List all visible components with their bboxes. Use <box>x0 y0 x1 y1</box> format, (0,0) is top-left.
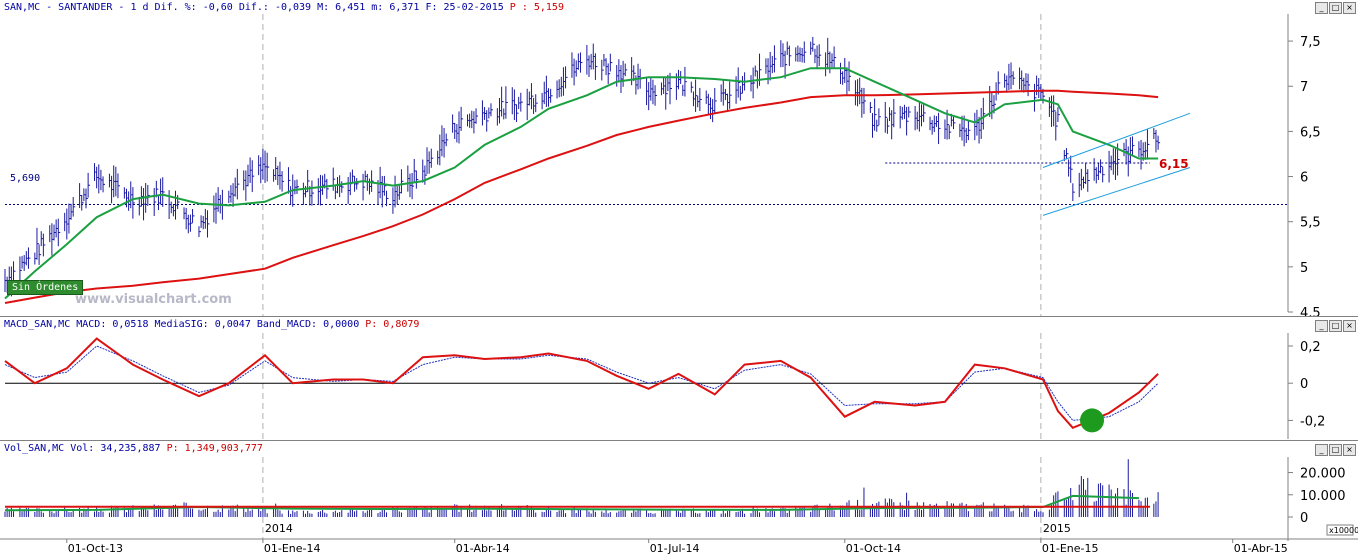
vol-unit-box <box>1326 524 1354 536</box>
ma-short-line <box>4 67 1159 300</box>
signal-line <box>4 345 1159 421</box>
x-tick-label: 01-Abr-15 <box>1234 542 1288 555</box>
macd-panel: MACD_SAN,MC MACD: 0,0518 MediaSIG: 0,004… <box>0 316 1358 441</box>
maximize-button[interactable]: □ <box>1329 320 1342 332</box>
vol-unit-label: x10000 <box>1329 526 1358 535</box>
year-label-2015: 2015 <box>1043 522 1071 535</box>
macd-window-buttons: _ □ × <box>1315 320 1356 332</box>
price-y-tick-label: 5,5 <box>1300 216 1321 231</box>
volume-panel: Vol_SAN,MC Vol: 34,235,887 P: 1,349,903,… <box>0 440 1358 557</box>
minimize-button[interactable]: _ <box>1315 444 1328 456</box>
macd-y-tick-label: 0 <box>1300 377 1308 392</box>
price-y-tick-label: 7 <box>1300 80 1308 95</box>
close-button[interactable]: × <box>1343 2 1356 14</box>
x-tick-label: 01-Jul-14 <box>650 542 700 555</box>
price-header: SAN,MC - SANTANDER - 1 d Dif. %: -0,60 D… <box>4 2 564 13</box>
close-button[interactable]: × <box>1343 444 1356 456</box>
price-window-buttons: _ □ × <box>1315 2 1356 14</box>
vol-y-tick-label: 20.000 <box>1300 467 1346 482</box>
price-y-tick-label: 6 <box>1300 171 1308 186</box>
level-615-label: 6,15 <box>1159 157 1189 171</box>
macd-y-tick-label: 0,2 <box>1300 340 1321 355</box>
price-panel: SAN,MC - SANTANDER - 1 d Dif. %: -0,60 D… <box>0 0 1358 316</box>
symbol-label: SAN,MC - SANTANDER - <box>4 2 125 13</box>
volume-text: Vol_SAN,MC Vol: 34,235,887 <box>4 443 161 454</box>
x-tick-label: 01-Abr-14 <box>456 542 510 555</box>
stats-label: Dif. %: -0,60 Dif.: -0,039 M: 6,451 m: 6… <box>154 2 504 13</box>
ma-long-line <box>4 89 1159 304</box>
x-tick-label: 01-Oct-13 <box>68 542 123 555</box>
macd-chart[interactable]: 0,2 0 -0,2 <box>0 317 1358 441</box>
price-y-tick-label: 5 <box>1300 261 1308 276</box>
volume-bars <box>4 459 1159 517</box>
volume-p-label: P: 1,349,903,777 <box>166 443 263 454</box>
vol-y-tick-label: 10.000 <box>1300 489 1346 504</box>
macd-y-tick-label: -0,2 <box>1300 414 1325 429</box>
price-bars <box>4 36 1161 297</box>
macd-header: MACD_SAN,MC MACD: 0,0518 MediaSIG: 0,004… <box>4 319 419 330</box>
macd-line <box>4 337 1159 429</box>
crossover-marker <box>1080 408 1105 433</box>
vol-y-tick-label: 0 <box>1300 511 1308 526</box>
price-y-tick-label: 7,5 <box>1300 35 1321 50</box>
macd-p-label: P: 0,8079 <box>365 319 420 330</box>
minimize-button[interactable]: _ <box>1315 2 1328 14</box>
maximize-button[interactable]: □ <box>1329 2 1342 14</box>
period-label: 1 d <box>130 2 149 13</box>
p-value-label: P : 5,159 <box>509 2 564 13</box>
macd-text: MACD_SAN,MC MACD: 0,0518 MediaSIG: 0,004… <box>4 319 360 330</box>
volume-header: Vol_SAN,MC Vol: 34,235,887 P: 1,349,903,… <box>4 443 263 454</box>
maximize-button[interactable]: □ <box>1329 444 1342 456</box>
volume-window-buttons: _ □ × <box>1315 444 1356 456</box>
year-label-2014: 2014 <box>265 522 293 535</box>
x-tick-label: 01-Ene-15 <box>1042 542 1099 555</box>
channel-lower-line <box>1042 167 1191 216</box>
channel-upper-line <box>1042 112 1191 168</box>
volume-ma-line <box>4 494 1139 512</box>
minimize-button[interactable]: _ <box>1315 320 1328 332</box>
price-chart[interactable]: 7,5 7 6,5 6 5,5 5 4,5 6,15 <box>0 0 1358 316</box>
level-5690-label: 5,690 <box>10 173 41 184</box>
volume-chart[interactable]: 20.000 10.000 0 x10000 2014 2015 01-Oct-13 01-E… <box>0 441 1358 557</box>
close-button[interactable]: × <box>1343 320 1356 332</box>
status-badge[interactable]: Sin Órdenes <box>7 280 84 295</box>
price-y-tick-label: 6,5 <box>1300 125 1321 140</box>
x-tick-label: 01-Ene-14 <box>264 542 321 555</box>
watermark: www.visualchart.com <box>75 292 232 307</box>
x-tick-label: 01-Oct-14 <box>846 542 901 555</box>
price-y-tick-label: 4,5 <box>1300 306 1321 316</box>
